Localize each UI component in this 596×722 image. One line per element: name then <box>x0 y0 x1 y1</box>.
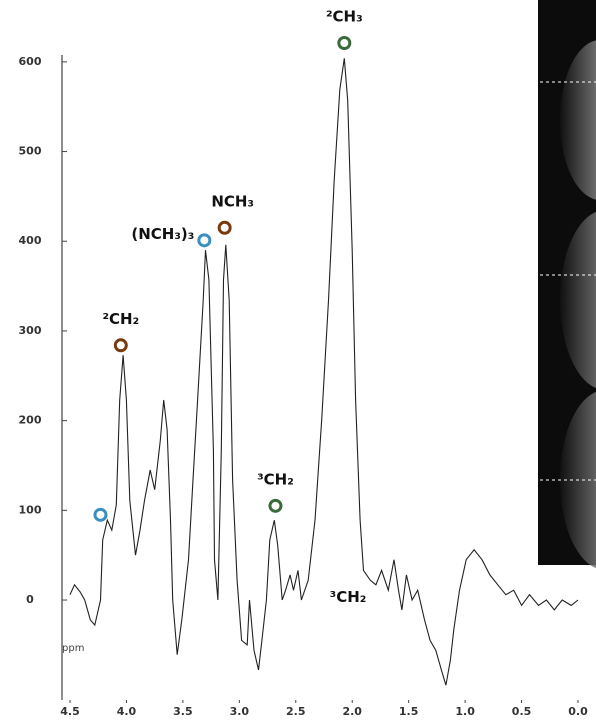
peak-marker <box>197 233 212 248</box>
peak-marker <box>268 498 283 513</box>
y-tick-label: 200 <box>19 414 42 427</box>
y-tick-label: 0 <box>26 593 34 606</box>
peak-label: NCH₃ <box>211 192 254 210</box>
peak-label: ³CH₂ <box>257 470 294 488</box>
peak-label: ²CH₂ <box>102 310 139 328</box>
peak-marker <box>217 220 232 235</box>
peak-marker <box>113 338 128 353</box>
x-axis-label: ppm <box>62 643 84 654</box>
spectrum-line <box>69 58 579 686</box>
x-tick-label: 3.5 <box>173 705 193 718</box>
x-tick-label: 1.0 <box>455 705 475 718</box>
y-tick-label: 400 <box>19 234 42 247</box>
x-tick-label: 0.0 <box>568 705 588 718</box>
x-tick-label: 3.0 <box>230 705 250 718</box>
peak-label: ³CH₂ <box>330 588 367 606</box>
mri-image <box>538 0 596 569</box>
peak-marker <box>337 36 352 51</box>
y-tick-label: 500 <box>19 145 42 158</box>
y-tick-label: 300 <box>19 324 42 337</box>
y-tick-label: 100 <box>19 503 42 516</box>
x-tick-label: 4.0 <box>117 705 137 718</box>
x-tick-label: 0.5 <box>512 705 532 718</box>
peak-label: ²CH₃ <box>326 8 363 26</box>
peak-marker <box>93 507 108 522</box>
x-tick-label: 1.5 <box>399 705 419 718</box>
peak-label: (NCH₃)₃ <box>131 225 194 243</box>
x-tick-label: 4.5 <box>60 705 80 718</box>
x-tick-label: 2.0 <box>342 705 362 718</box>
x-tick-label: 2.5 <box>286 705 306 718</box>
y-tick-label: 600 <box>19 55 42 68</box>
